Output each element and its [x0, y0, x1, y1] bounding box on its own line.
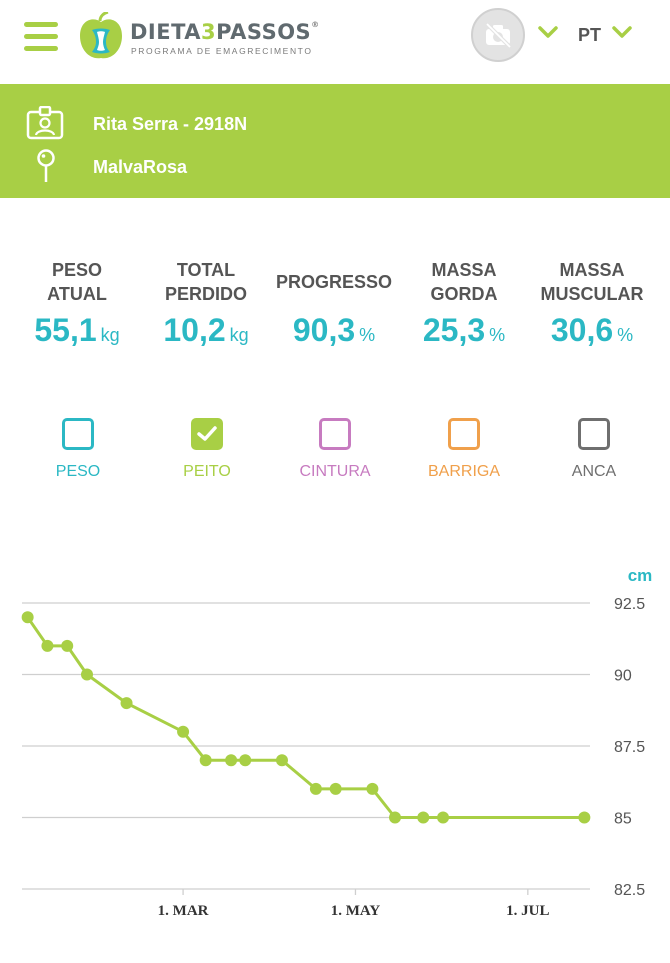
checkbox[interactable] — [62, 418, 94, 450]
y-tick-label: 87.5 — [614, 739, 645, 756]
y-tick-label: 92.5 — [614, 596, 645, 613]
stats-row: PESO ATUAL 55,1 kg TOTAL PERDIDO 10,2 kg PRO… — [0, 258, 670, 358]
profile-location: MalvaRosa — [93, 157, 188, 177]
data-point — [275, 754, 288, 767]
check-icon — [197, 426, 217, 441]
location-pin-icon — [37, 149, 55, 182]
language-selector[interactable]: PT — [578, 25, 602, 45]
toggle-label: BARRIGA — [427, 463, 500, 480]
data-point — [578, 811, 591, 824]
apple-logo-icon — [80, 12, 122, 59]
app-header: DIETA3PASSOS® PROGRAMA DE EMAGRECIMENTO … — [0, 0, 670, 84]
toggle-peso[interactable]: PESO — [18, 418, 138, 481]
data-point — [389, 811, 402, 824]
stat-value: 25,3% — [422, 312, 506, 348]
data-point — [437, 811, 450, 824]
toggle-label: CINTURA — [299, 463, 371, 480]
logo-subtitle: PROGRAMA DE EMAGRECIMENTO — [131, 46, 313, 56]
profile-name: Rita Serra - 2918N — [93, 114, 248, 134]
stat-label: PROGRESSO — [275, 272, 393, 292]
chevron-down-icon[interactable] — [537, 24, 559, 40]
data-point — [120, 697, 133, 710]
stat-value: 55,1 kg — [34, 312, 120, 348]
logo[interactable]: DIETA3PASSOS® PROGRAMA DE EMAGRECIMENTO — [78, 12, 320, 64]
stat-total-perdido: TOTAL PERDIDO 10,2 kg — [141, 258, 271, 349]
stat-value: 90,3% — [292, 312, 376, 348]
y-axis-unit-label: cm — [628, 566, 653, 585]
id-badge-icon — [26, 106, 64, 140]
checkbox[interactable] — [448, 418, 480, 450]
data-point — [225, 754, 238, 767]
no-camera-icon — [485, 22, 512, 48]
toggle-label: PESO — [55, 463, 101, 480]
measurement-chart: cm 92.5 90 87.5 85 82.5 1. MAR 1. MAY 1. JUL — [21, 566, 653, 919]
stat-peso-atual: PESO ATUAL 55,1 kg — [12, 258, 142, 349]
stat-value: 30,6% — [550, 312, 634, 348]
stat-massa-muscular: MASSA MUSCULAR 30,6% — [527, 258, 657, 349]
profile-banner: Rita Serra - 2918N MalvaRosa — [0, 84, 670, 198]
checkbox[interactable] — [191, 418, 223, 450]
stat-value: 10,2 kg — [163, 312, 249, 348]
stat-label: MASSA MUSCULAR — [540, 260, 644, 304]
data-point — [366, 782, 379, 795]
y-tick-label: 82.5 — [614, 882, 645, 899]
data-point — [177, 725, 190, 738]
measurement-toggles: PESO PEITO CINTURA BARRIGA ANCA — [0, 418, 670, 498]
toggle-anca[interactable]: ANCA — [534, 418, 654, 481]
data-point — [61, 639, 74, 652]
stat-label: TOTAL PERDIDO — [164, 260, 247, 304]
stat-massa-gorda: MASSA GORDA 25,3% — [399, 258, 529, 349]
data-point — [329, 782, 342, 795]
stat-label: PESO ATUAL — [47, 260, 107, 304]
x-tick-label: 1. JUL — [506, 903, 549, 919]
data-point — [199, 754, 212, 767]
toggle-label: ANCA — [571, 463, 617, 480]
toggle-cintura[interactable]: CINTURA — [275, 418, 395, 481]
checkbox[interactable] — [319, 418, 351, 450]
profile-name-row: Rita Serra - 2918N — [0, 104, 670, 144]
avatar[interactable] — [471, 8, 525, 62]
data-point — [239, 754, 252, 767]
data-point — [80, 668, 93, 681]
stat-label: MASSA GORDA — [430, 260, 498, 304]
toggle-peito[interactable]: PEITO — [147, 418, 267, 481]
data-point — [417, 811, 430, 824]
toggle-label: PEITO — [183, 463, 231, 480]
logo-brand: DIETA3PASSOS® — [130, 20, 320, 44]
stat-progresso: PROGRESSO 90,3% — [269, 258, 399, 349]
toggle-barriga[interactable]: BARRIGA — [404, 418, 524, 481]
y-tick-label: 90 — [614, 668, 632, 685]
menu-icon[interactable] — [24, 22, 58, 52]
data-point — [21, 611, 34, 624]
data-point — [309, 782, 322, 795]
series-line — [26, 616, 585, 819]
x-tick-label: 1. MAR — [158, 903, 209, 919]
data-point — [41, 639, 54, 652]
x-tick-label: 1. MAY — [331, 903, 381, 919]
y-tick-label: 85 — [614, 811, 632, 828]
chevron-down-icon[interactable] — [611, 24, 633, 40]
profile-location-row: MalvaRosa — [0, 148, 670, 188]
checkbox[interactable] — [578, 418, 610, 450]
